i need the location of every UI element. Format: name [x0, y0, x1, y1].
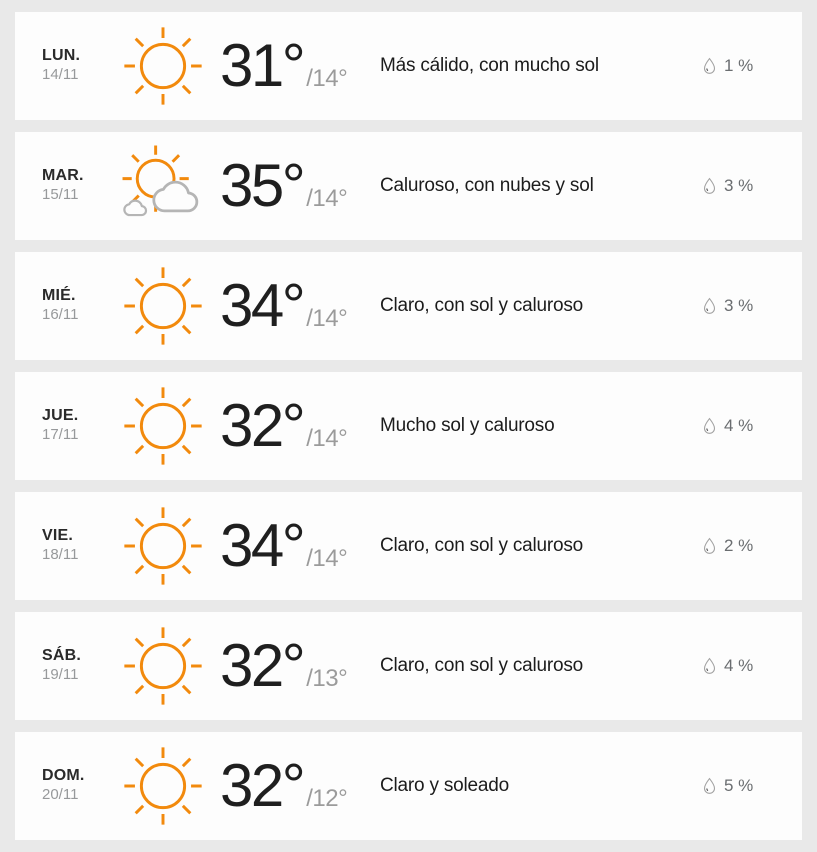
- high-temp: 32°: [220, 392, 306, 459]
- raindrop-icon: [702, 57, 717, 76]
- precipitation-block: 4 %: [702, 416, 802, 436]
- precipitation-block: 3 %: [702, 296, 802, 316]
- day-date-block: LUN. 14/11: [15, 47, 95, 84]
- high-temp: 31°: [220, 32, 306, 99]
- day-date: 14/11: [42, 65, 79, 83]
- precip-percent: 4 %: [724, 656, 754, 675]
- low-temp: /14°: [306, 545, 348, 572]
- high-temp: 32°: [220, 632, 306, 699]
- forecast-day-row[interactable]: LUN. 14/11 31° /14° Más cálido, con much…: [15, 12, 802, 120]
- raindrop-icon: [702, 777, 717, 796]
- day-date: 19/11: [42, 665, 79, 683]
- forecast-day-row[interactable]: SÁB. 19/11 32° /13° Claro, con sol y cal…: [15, 612, 802, 720]
- low-temp: /14°: [306, 185, 348, 212]
- precip-percent: 3 %: [724, 296, 754, 315]
- day-date: 16/11: [42, 305, 79, 323]
- day-name: MIÉ.: [42, 287, 76, 305]
- high-temp: 34°: [220, 272, 306, 339]
- forecast-day-row[interactable]: MAR. 15/11 35° /14° Caluroso, con nubes …: [15, 132, 802, 240]
- day-date-block: DOM. 20/11: [15, 767, 95, 804]
- forecast-day-row[interactable]: DOM. 20/11 32° /12° Claro y soleado 5 %: [15, 732, 802, 840]
- high-temp: 34°: [220, 512, 306, 579]
- precip-percent: 5 %: [724, 776, 754, 795]
- sunny-icon: [105, 503, 220, 589]
- day-date: 17/11: [42, 425, 79, 443]
- forecast-day-row[interactable]: VIE. 18/11 34° /14° Claro, con sol y cal…: [15, 492, 802, 600]
- temperature-block: 32° /13°: [220, 636, 380, 696]
- conditions-text: Caluroso, con nubes y sol: [380, 175, 594, 196]
- raindrop-icon: [702, 417, 717, 436]
- sunny-icon: [105, 383, 220, 469]
- temperature-block: 31° /14°: [220, 36, 380, 96]
- precip-percent: 4 %: [724, 416, 754, 435]
- day-date: 20/11: [42, 785, 79, 803]
- day-name: VIE.: [42, 527, 74, 545]
- conditions-text: Mucho sol y caluroso: [380, 415, 555, 436]
- low-temp: /13°: [306, 665, 348, 692]
- partly-cloudy-icon: [105, 143, 220, 229]
- day-name: SÁB.: [42, 647, 82, 665]
- temperature-block: 34° /14°: [220, 276, 380, 336]
- sunny-icon: [105, 743, 220, 829]
- day-name: JUE.: [42, 407, 79, 425]
- day-date-block: SÁB. 19/11: [15, 647, 95, 684]
- temperature-block: 34° /14°: [220, 516, 380, 576]
- precip-percent: 1 %: [724, 56, 754, 75]
- day-date-block: MAR. 15/11: [15, 167, 95, 204]
- precipitation-block: 4 %: [702, 656, 802, 676]
- low-temp: /14°: [306, 425, 348, 452]
- raindrop-icon: [702, 297, 717, 316]
- day-date-block: MIÉ. 16/11: [15, 287, 95, 324]
- day-date-block: VIE. 18/11: [15, 527, 95, 564]
- day-date: 15/11: [42, 185, 79, 203]
- raindrop-icon: [702, 537, 717, 556]
- temperature-block: 32° /12°: [220, 756, 380, 816]
- forecast-day-row[interactable]: JUE. 17/11 32° /14° Mucho sol y caluroso…: [15, 372, 802, 480]
- precip-percent: 3 %: [724, 176, 754, 195]
- precipitation-block: 5 %: [702, 776, 802, 796]
- raindrop-icon: [702, 657, 717, 676]
- low-temp: /14°: [306, 65, 348, 92]
- precipitation-block: 2 %: [702, 536, 802, 556]
- day-date-block: JUE. 17/11: [15, 407, 95, 444]
- high-temp: 35°: [220, 152, 306, 219]
- raindrop-icon: [702, 177, 717, 196]
- precip-percent: 2 %: [724, 536, 754, 555]
- sunny-icon: [105, 623, 220, 709]
- day-name: LUN.: [42, 47, 81, 65]
- precipitation-block: 1 %: [702, 56, 802, 76]
- conditions-text: Claro, con sol y caluroso: [380, 535, 584, 556]
- high-temp: 32°: [220, 752, 306, 819]
- low-temp: /14°: [306, 305, 348, 332]
- conditions-text: Claro, con sol y caluroso: [380, 295, 584, 316]
- conditions-text: Claro y soleado: [380, 775, 510, 796]
- conditions-text: Claro, con sol y caluroso: [380, 655, 584, 676]
- precipitation-block: 3 %: [702, 176, 802, 196]
- forecast-day-row[interactable]: MIÉ. 16/11 34° /14° Claro, con sol y cal…: [15, 252, 802, 360]
- sunny-icon: [105, 23, 220, 109]
- conditions-text: Más cálido, con mucho sol: [380, 55, 599, 76]
- temperature-block: 35° /14°: [220, 156, 380, 216]
- temperature-block: 32° /14°: [220, 396, 380, 456]
- day-name: MAR.: [42, 167, 84, 185]
- low-temp: /12°: [306, 785, 348, 812]
- day-date: 18/11: [42, 545, 79, 563]
- sunny-icon: [105, 263, 220, 349]
- day-name: DOM.: [42, 767, 85, 785]
